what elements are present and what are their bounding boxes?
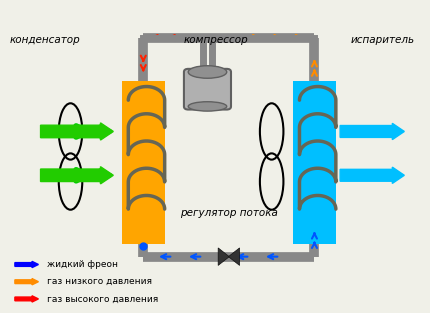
Text: жидкий фреон: жидкий фреон [47,260,118,269]
Ellipse shape [188,66,227,78]
FancyBboxPatch shape [122,81,165,244]
Ellipse shape [188,102,227,111]
FancyArrow shape [40,123,114,140]
FancyArrow shape [15,261,38,268]
Text: регулятор потока: регулятор потока [180,208,278,218]
FancyArrow shape [15,279,38,285]
Text: компрессор: компрессор [184,35,249,45]
Polygon shape [228,248,240,265]
FancyArrow shape [340,123,404,140]
Polygon shape [218,248,229,265]
FancyArrow shape [340,167,404,183]
FancyBboxPatch shape [184,69,231,110]
FancyBboxPatch shape [293,81,336,244]
FancyArrow shape [40,167,114,184]
Text: газ высокого давления: газ высокого давления [47,295,158,303]
FancyArrow shape [15,296,38,302]
Text: испаритель: испаритель [351,35,415,45]
Text: конденсатор: конденсатор [9,35,80,45]
Text: газ низкого давления: газ низкого давления [47,277,152,286]
